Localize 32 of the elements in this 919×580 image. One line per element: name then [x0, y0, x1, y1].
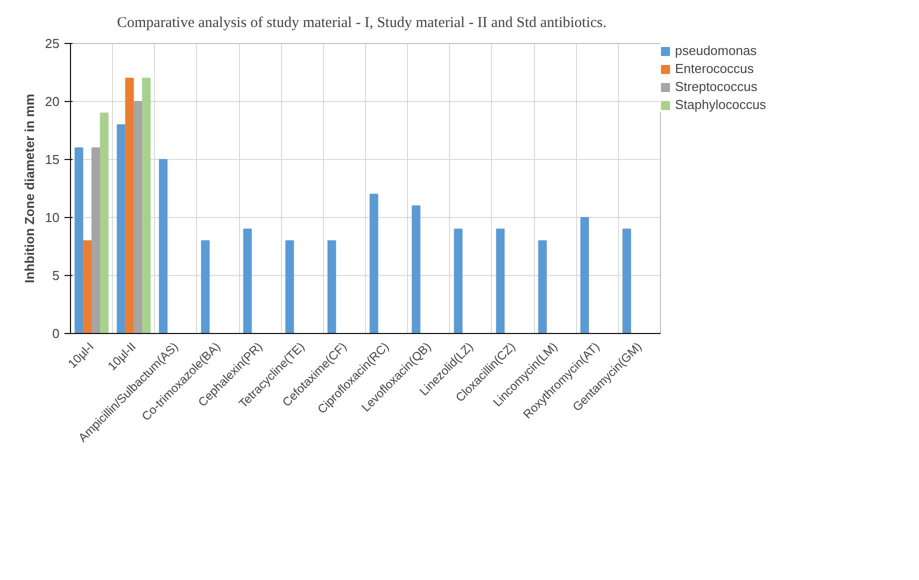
- legend-label: Staphylococcus: [675, 97, 766, 112]
- bar: [285, 240, 294, 334]
- bar: [622, 228, 632, 334]
- bar: [370, 194, 378, 334]
- bar: [454, 228, 463, 334]
- bar: [201, 240, 210, 334]
- bar: [100, 112, 109, 334]
- bar: [83, 240, 92, 334]
- bar: [327, 240, 336, 334]
- bar: [158, 159, 168, 334]
- bar: [116, 124, 126, 334]
- bar: [91, 147, 100, 334]
- bar: [142, 78, 151, 334]
- bar: [243, 228, 252, 334]
- y-tick-label: 0: [52, 326, 60, 341]
- chart-title: Comparative analysis of study material - I, Study material - II and Std antibiotics.: [117, 15, 606, 31]
- y-tick-label: 15: [45, 152, 60, 167]
- y-tick-label: 10: [45, 210, 60, 225]
- bar: [74, 147, 84, 334]
- bar: [134, 101, 142, 334]
- bar: [412, 205, 420, 334]
- bar: [496, 228, 505, 334]
- legend-label: pseudomonas: [675, 43, 757, 58]
- y-tick-label: 20: [45, 94, 60, 109]
- legend-label: Enterococcus: [675, 61, 754, 76]
- legend-label: Streptococcus: [675, 79, 758, 94]
- bar: [580, 217, 589, 334]
- y-tick-label: 5: [52, 268, 60, 283]
- bar: [538, 240, 547, 334]
- bar: [125, 78, 134, 334]
- y-axis-title: Inhbition Zone diameter in mm: [22, 94, 38, 284]
- y-tick-label: 25: [45, 36, 60, 51]
